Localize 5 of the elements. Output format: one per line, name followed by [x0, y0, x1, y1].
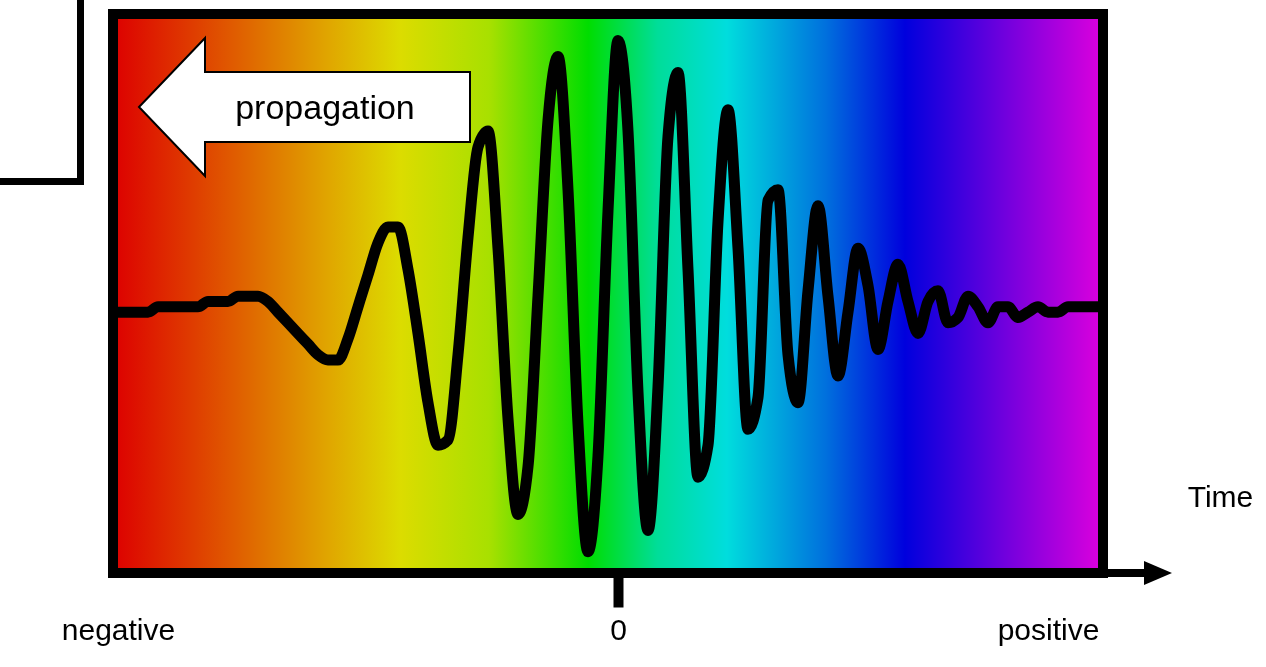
x-axis-title: Time [1187, 479, 1254, 513]
x-tick-label: positive [997, 612, 1100, 646]
annotation: propagation [235, 88, 415, 126]
x-tick-label: negative [61, 612, 176, 646]
x-tick-label: 0 [610, 612, 627, 646]
